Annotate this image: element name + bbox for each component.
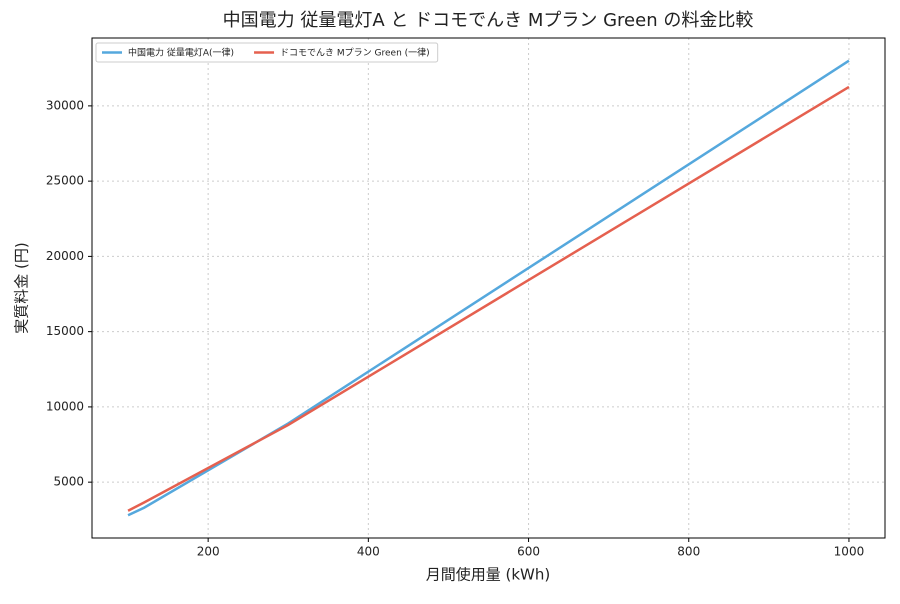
y-tick-label: 10000 [46, 399, 84, 413]
legend-label: 中国電力 従量電灯A(一律) [128, 47, 234, 59]
plot-frame [91, 37, 886, 539]
chart-title: 中国電力 従量電灯A と ドコモでんき Mプラン Green の料金比較 [223, 10, 754, 31]
y-tick-label: 30000 [46, 98, 84, 112]
y-tick-label: 5000 [53, 475, 84, 489]
legend: 中国電力 従量電灯A(一律) ドコモでんき Mプラン Green (一律) [95, 42, 439, 63]
x-tick-label: 600 [517, 545, 540, 559]
x-tick-label: 200 [197, 545, 220, 559]
x-tick-label: 400 [357, 545, 380, 559]
y-tick-label: 15000 [46, 324, 84, 338]
x-tick-label: 1000 [834, 545, 865, 559]
y-axis-label: 実質料金 (円) [13, 242, 31, 333]
legend-label: ドコモでんき Mプラン Green (一律) [280, 47, 430, 59]
line-series [127, 85, 850, 512]
x-tick-label: 800 [677, 545, 700, 559]
x-axis-label: 月間使用量 (kWh) [426, 566, 551, 584]
line-series [127, 59, 850, 517]
y-tick-label: 20000 [46, 249, 84, 263]
y-tick-label: 25000 [46, 174, 84, 188]
